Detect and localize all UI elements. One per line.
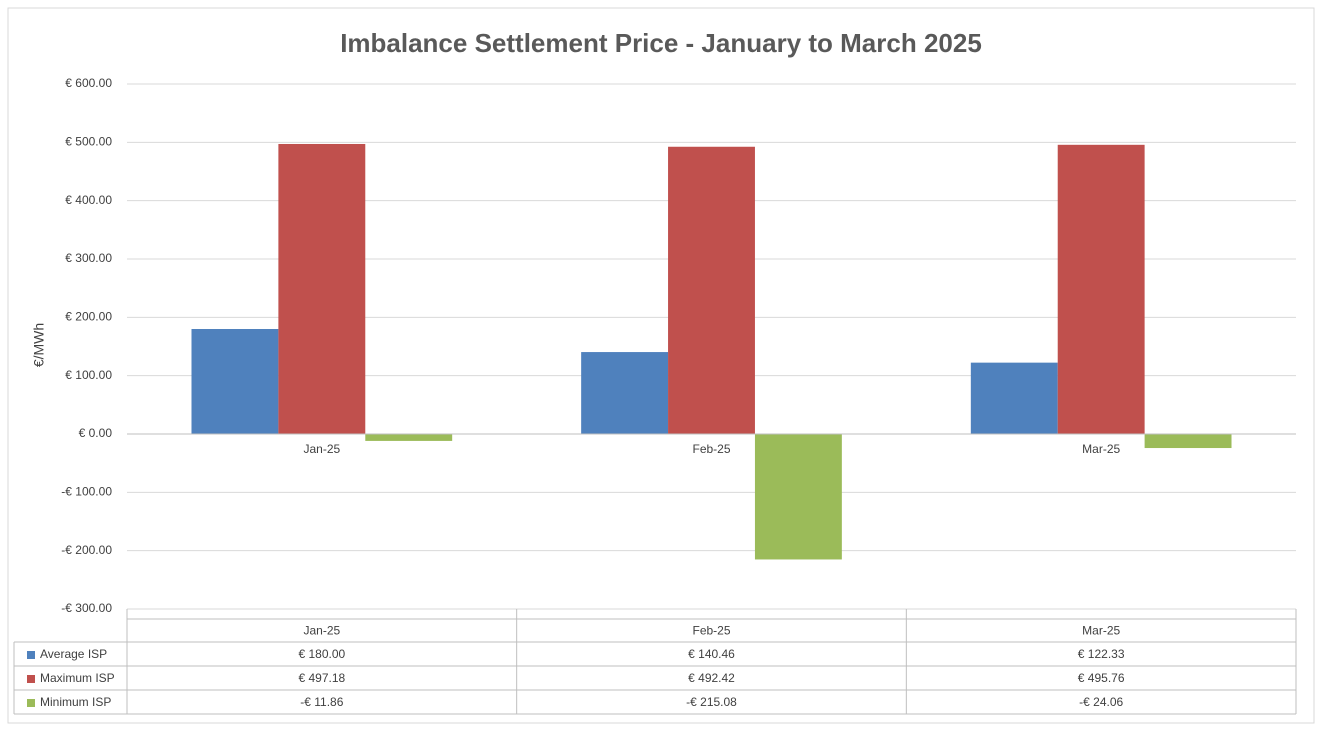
x-tick-label: Mar-25	[1082, 442, 1120, 456]
y-tick-label: € 300.00	[65, 251, 112, 265]
legend-label: Average ISP	[40, 647, 107, 661]
chart-title: Imbalance Settlement Price - January to …	[340, 28, 982, 58]
bar	[1144, 434, 1232, 449]
bar	[970, 362, 1058, 434]
table-cell: -€ 24.06	[1079, 695, 1123, 709]
table-cell: € 180.00	[298, 647, 345, 661]
table-header: Feb-25	[692, 624, 730, 638]
table-cell: € 140.46	[688, 647, 735, 661]
bar	[668, 146, 755, 434]
y-axis-label: €/MWh	[31, 323, 47, 367]
table-header: Mar-25	[1082, 624, 1120, 638]
legend-key	[27, 699, 35, 707]
legend-key	[27, 675, 35, 683]
y-tick-label: € 200.00	[65, 310, 112, 324]
bar	[581, 352, 669, 434]
table-cell: -€ 11.86	[300, 695, 343, 709]
bar	[278, 143, 366, 434]
y-tick-label: € 400.00	[65, 193, 112, 207]
y-tick-label: € 0.00	[79, 426, 113, 440]
y-tick-label: € 600.00	[65, 76, 112, 90]
y-tick-label: € 100.00	[65, 368, 112, 382]
x-tick-label: Feb-25	[692, 442, 730, 456]
bar	[1057, 144, 1145, 434]
legend-key	[27, 651, 35, 659]
legend-label: Minimum ISP	[40, 695, 111, 709]
bar	[191, 329, 279, 434]
y-tick-label: -€ 100.00	[61, 485, 112, 499]
table-cell: € 122.33	[1078, 647, 1125, 661]
legend-label: Maximum ISP	[40, 671, 115, 685]
table-cell: € 495.76	[1078, 671, 1125, 685]
bar	[754, 434, 842, 560]
y-tick-label: -€ 200.00	[61, 543, 112, 557]
table-cell: -€ 215.08	[686, 695, 737, 709]
table-cell: € 497.18	[298, 671, 345, 685]
bar	[365, 434, 453, 441]
table-header: Jan-25	[303, 624, 340, 638]
y-tick-label: -€ 300.00	[61, 601, 112, 615]
x-tick-label: Jan-25	[303, 442, 340, 456]
table-cell: € 492.42	[688, 671, 735, 685]
y-tick-label: € 500.00	[65, 135, 112, 149]
